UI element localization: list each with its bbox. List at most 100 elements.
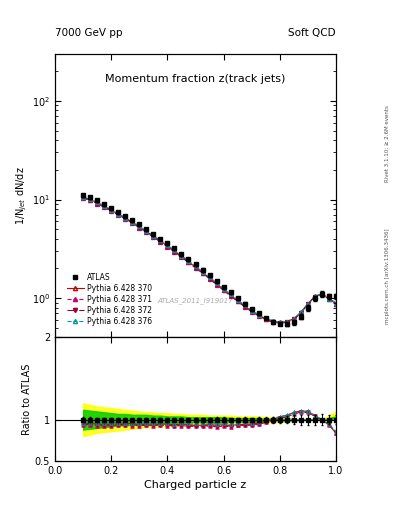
Pythia 6.428 370 [263,315,268,322]
Pythia 6.428 372 [151,233,156,240]
Pythia 6.428 371 [95,201,99,207]
Pythia 6.428 372 [179,254,184,260]
Pythia 6.428 376 [165,242,170,248]
Pythia 6.428 376 [144,228,149,234]
Pythia 6.428 372 [158,239,163,245]
Pythia 6.428 370 [242,303,247,309]
Pythia 6.428 371 [109,208,114,215]
Pythia 6.428 376 [186,258,191,264]
Pythia 6.428 371 [270,319,275,325]
Pythia 6.428 371 [200,270,205,276]
Pythia 6.428 372 [137,224,142,230]
Pythia 6.428 370 [123,215,128,221]
Pythia 6.428 376 [334,300,338,306]
Pythia 6.428 370 [312,293,317,299]
Pythia 6.428 371 [207,276,212,282]
Pythia 6.428 370 [95,200,99,206]
Pythia 6.428 372 [214,281,219,287]
Pythia 6.428 371 [299,310,303,316]
Pythia 6.428 376 [158,238,163,244]
Pythia 6.428 372 [221,287,226,293]
Legend: ATLAS, Pythia 6.428 370, Pythia 6.428 371, Pythia 6.428 372, Pythia 6.428 376: ATLAS, Pythia 6.428 370, Pythia 6.428 37… [64,271,154,328]
Pythia 6.428 370 [277,319,282,325]
Pythia 6.428 376 [270,318,275,324]
Pythia 6.428 370 [179,253,184,260]
Pythia 6.428 372 [306,301,310,307]
Pythia 6.428 371 [193,265,198,271]
Pythia 6.428 371 [228,293,233,299]
Pythia 6.428 370 [165,243,170,249]
Y-axis label: Ratio to ATLAS: Ratio to ATLAS [22,364,32,435]
Pythia 6.428 372 [116,211,121,218]
Pythia 6.428 370 [228,292,233,298]
Pythia 6.428 370 [214,281,219,287]
Pythia 6.428 372 [256,313,261,319]
Text: Soft QCD: Soft QCD [288,28,336,38]
Pythia 6.428 372 [235,298,240,304]
Pythia 6.428 376 [235,297,240,303]
Pythia 6.428 370 [137,224,142,230]
Pythia 6.428 376 [299,309,303,315]
Pythia 6.428 376 [285,318,289,325]
Pythia 6.428 371 [88,197,92,203]
Pythia 6.428 370 [270,318,275,325]
Pythia 6.428 376 [193,263,198,269]
Pythia 6.428 371 [130,220,135,226]
Pythia 6.428 371 [221,287,226,293]
Pythia 6.428 372 [144,229,149,235]
Pythia 6.428 372 [207,275,212,282]
Pythia 6.428 376 [292,315,296,322]
Pythia 6.428 370 [109,207,114,213]
Pythia 6.428 370 [151,233,156,239]
Pythia 6.428 372 [172,248,177,254]
Pythia 6.428 371 [285,319,289,325]
Pythia 6.428 376 [263,315,268,321]
Text: 7000 GeV pp: 7000 GeV pp [55,28,123,38]
Pythia 6.428 376 [207,274,212,281]
Pythia 6.428 372 [242,304,247,310]
Pythia 6.428 371 [165,244,170,250]
Pythia 6.428 376 [116,210,121,217]
Pythia 6.428 376 [172,247,177,253]
Pythia 6.428 370 [306,301,310,307]
Pythia 6.428 371 [151,234,156,240]
Pythia 6.428 376 [88,196,92,202]
Pythia 6.428 376 [242,302,247,308]
Pythia 6.428 371 [263,316,268,323]
Pythia 6.428 371 [123,216,128,222]
Pythia 6.428 371 [116,212,121,218]
Pythia 6.428 371 [327,295,331,302]
Text: Rivet 3.1.10; ≥ 2.6M events: Rivet 3.1.10; ≥ 2.6M events [385,105,389,182]
Pythia 6.428 372 [95,200,99,206]
Pythia 6.428 371 [186,260,191,266]
Pythia 6.428 372 [130,220,135,226]
Pythia 6.428 376 [256,312,261,318]
Pythia 6.428 370 [285,318,289,325]
Pythia 6.428 371 [250,309,254,315]
Pythia 6.428 372 [334,301,338,307]
Pythia 6.428 370 [158,238,163,244]
Y-axis label: 1/N$_{jet}$ dN/dz: 1/N$_{jet}$ dN/dz [15,166,29,225]
Pythia 6.428 370 [221,287,226,293]
Pythia 6.428 371 [334,301,338,307]
Pythia 6.428 370 [250,308,254,314]
Pythia 6.428 371 [179,254,184,260]
Pythia 6.428 372 [250,309,254,315]
Pythia 6.428 372 [270,319,275,325]
Pythia 6.428 371 [292,316,296,323]
Pythia 6.428 372 [292,316,296,323]
Pythia 6.428 372 [200,270,205,276]
Pythia 6.428 371 [172,249,177,255]
Pythia 6.428 370 [320,291,324,297]
Pythia 6.428 370 [116,211,121,217]
Pythia 6.428 371 [320,291,324,297]
Pythia 6.428 372 [228,293,233,299]
Pythia 6.428 376 [109,206,114,212]
Pythia 6.428 370 [334,301,338,307]
Pythia 6.428 371 [306,301,310,307]
Pythia 6.428 371 [81,195,86,201]
Pythia 6.428 371 [158,239,163,245]
Pythia 6.428 372 [285,319,289,325]
Pythia 6.428 372 [277,320,282,326]
Pythia 6.428 370 [144,228,149,234]
